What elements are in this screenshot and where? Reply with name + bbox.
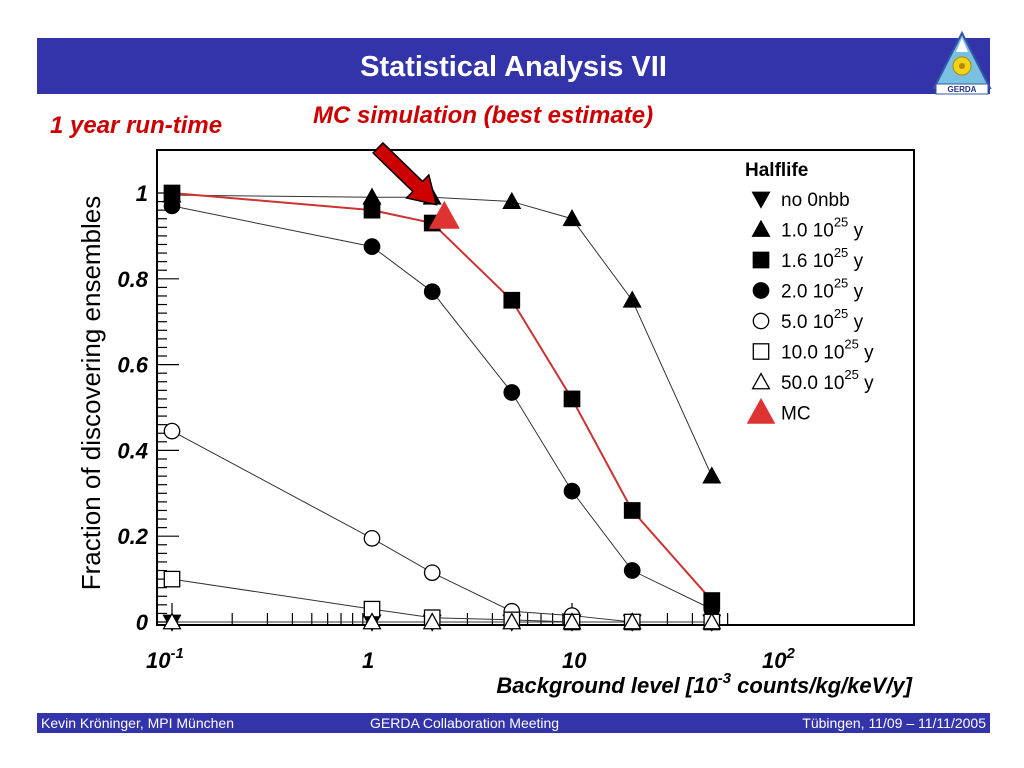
data-point [502,191,522,209]
data-point [163,422,181,440]
data-point [502,612,522,630]
footer-bar: Kevin Kröninger, MPI München GERDA Colla… [37,713,990,733]
x-tick-label: 1 [362,648,374,673]
arrow [372,141,438,206]
data-point [363,201,381,219]
legend-entry: 1.6 1025 y [781,245,864,272]
data-point [702,612,722,630]
legend-marker [752,343,770,360]
y-tick-label: 1 [136,181,148,206]
x-tick-label: 10 [562,648,587,673]
legend-entry: 2.0 1025 y [781,276,864,303]
y-tick-label: 0 [136,610,149,635]
legend-marker [752,251,770,269]
data-point [623,562,641,579]
y-tick-label: 0.8 [117,267,148,292]
annotation-arrow [372,141,438,206]
data-point [622,612,642,630]
data-point [163,197,181,215]
data-point [422,612,442,630]
legend-entry: no 0nbb [781,190,850,211]
legend: Halflife no 0nbb 1.0 1025 y 1.6 1025 y 2.0 1… [745,160,874,425]
data-point [423,564,441,582]
data-point [162,612,182,630]
legend-title: Halflife [745,160,808,181]
y-tick-label: 0.4 [117,438,148,463]
data-point [428,200,460,229]
data-point [563,390,581,408]
x-axis-label: Background level [10-3 counts/kg/keV/y] [496,670,912,698]
legend-marker [752,282,770,299]
data-point [562,612,582,630]
logo-peak [956,38,968,52]
legend-entry: 5.0 1025 y [781,306,864,333]
footer-meeting: GERDA Collaboration Meeting [370,715,560,731]
footer-date: Tübingen, 11/09 – 11/11/2005 [802,715,986,731]
axes [156,149,915,626]
title-bar: Statistical Analysis VII [37,38,990,94]
legend-marker [751,191,771,209]
legend-marker [751,219,771,237]
data-point [503,384,521,401]
series-markers [162,184,722,632]
mc-simulation-label: MC simulation (best estimate) [313,102,654,129]
x-tick-label: 102 [762,645,795,673]
data-point [622,290,642,308]
plot-frame [156,149,915,626]
y-tick-label: 0.2 [117,524,148,549]
data-point [423,283,441,301]
data-point [562,209,582,227]
chart: Halflife no 0nbb 1.0 1025 y 1.6 1025 y 2.0 1… [76,141,915,698]
footer-author: Kevin Kröninger, MPI München [41,715,234,731]
slide-title: Statistical Analysis VII [360,51,667,83]
gerda-logo: GERDA [932,30,992,95]
y-axis-label: Fraction of discovering ensembles [76,196,106,591]
x-tick-label: 10-1 [146,645,184,673]
run-time-label: 1 year run-time [50,112,223,139]
data-point [363,238,381,255]
data-point [623,502,641,519]
legend-entry: 10.0 1025 y [781,337,874,364]
logo-text: GERDA [948,85,977,94]
legend-marker [751,372,771,390]
data-point [362,612,382,630]
y-tick-label: 0.6 [117,353,148,378]
data-point [702,466,722,484]
legend-entry: MC [781,404,811,425]
legend-marker [746,397,776,424]
data-point [563,482,581,500]
data-point [503,291,521,309]
data-point [363,529,381,547]
legend-entry: 1.0 1025 y [781,215,864,242]
legend-entry: 50.0 1025 y [781,367,874,394]
data-point [163,570,181,588]
legend-marker [752,312,770,330]
